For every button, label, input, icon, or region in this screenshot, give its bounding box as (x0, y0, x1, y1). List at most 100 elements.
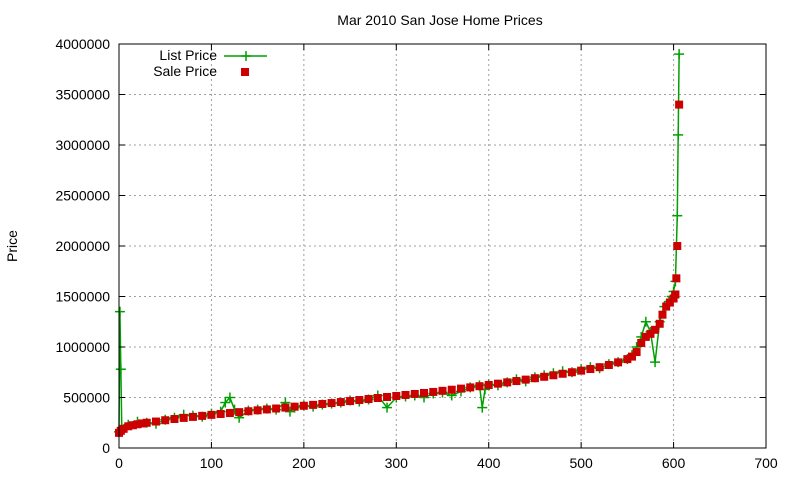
sale-price-point (658, 310, 667, 319)
sale-price-point (672, 274, 681, 283)
y-tick-label: 2000000 (55, 238, 110, 254)
y-tick-label: 3000000 (55, 137, 110, 153)
sale-price-point (655, 319, 664, 328)
sale-price-point (142, 418, 151, 427)
sale-price-point (235, 408, 244, 417)
list-price-point (477, 402, 488, 413)
x-tick-label: 200 (292, 455, 316, 471)
sale-price-point (336, 398, 345, 407)
y-tick-label: 1000000 (55, 339, 110, 355)
sale-price-point (225, 409, 234, 418)
sale-price-point (665, 298, 674, 307)
sale-price-point (604, 360, 613, 369)
sale-price-point (133, 420, 142, 429)
chart-title: Mar 2010 San Jose Home Prices (337, 12, 542, 28)
sale-price-point (355, 396, 364, 405)
sale-price-point (651, 325, 660, 334)
sale-price-point (623, 355, 632, 364)
sale-price-point (262, 405, 271, 414)
x-tick-label: 400 (477, 455, 501, 471)
sale-price-point (466, 383, 475, 392)
x-tick-label: 700 (754, 455, 778, 471)
sale-price-point (641, 332, 650, 341)
sale-price-point (318, 399, 327, 408)
sale-price-point (438, 386, 447, 395)
y-tick-label: 0 (102, 440, 110, 456)
sale-price-point (383, 392, 392, 401)
sale-price-point (586, 365, 595, 374)
y-tick-label: 2500000 (55, 188, 110, 204)
sale-price-point (281, 403, 290, 412)
sale-price-point (673, 242, 682, 250)
legend: List Price Sale Price (153, 47, 267, 79)
sale-price-point (124, 422, 133, 431)
sale-price-point (392, 391, 401, 400)
sale-price-point (456, 384, 465, 393)
list-price-point (674, 49, 685, 60)
tick-layer: 0 100 200 300 400 500 600 700 0 500000 1000000 1500… (55, 36, 777, 471)
x-tick-label: 600 (662, 455, 686, 471)
sale-price-point (161, 416, 170, 425)
sale-price-point (567, 368, 576, 377)
sale-price-point (447, 385, 456, 394)
sale-price-point (170, 415, 179, 424)
sale-price-point (179, 413, 188, 422)
sale-price-point (401, 390, 410, 399)
y-tick-label: 4000000 (55, 36, 110, 52)
legend-marker-list-price (241, 51, 251, 61)
sale-price-point (346, 397, 355, 406)
list-price-point (115, 364, 126, 375)
sale-price-point (549, 371, 558, 380)
sale-price-point (512, 377, 521, 386)
list-price-point (640, 316, 651, 327)
list-price-point (382, 402, 393, 413)
sale-price-point (521, 375, 530, 384)
sale-price-point (484, 380, 493, 389)
list-price-point (224, 392, 235, 403)
sale-price-point (151, 417, 160, 426)
sale-price-point (475, 382, 484, 391)
list-price-point (672, 210, 683, 221)
list-price-point (114, 306, 125, 317)
sale-price-point (309, 400, 318, 409)
sale-price-point (244, 407, 253, 416)
sale-price-point (272, 404, 281, 413)
sale-price-point (290, 402, 299, 411)
sale-price-point (632, 348, 641, 357)
sale-price-point (410, 389, 419, 398)
sale-price-point (420, 388, 429, 397)
list-price-point (673, 129, 684, 140)
x-tick-label: 0 (115, 455, 123, 471)
sale-price-point (207, 410, 216, 419)
y-tick-label: 3500000 (55, 87, 110, 103)
list-price-line (118, 54, 680, 432)
sale-price-point (503, 378, 512, 387)
list-price-point (220, 397, 231, 408)
sale-price-point (669, 294, 678, 303)
sale-price-point (558, 369, 567, 378)
sale-price-point (493, 379, 502, 388)
sale-price-point (662, 302, 671, 311)
sale-price-point (299, 401, 308, 410)
sale-price-point (216, 409, 225, 418)
sale-price-point (577, 366, 586, 375)
sale-price-point (429, 387, 438, 396)
sale-price-point (530, 374, 539, 383)
sale-price-point (540, 372, 549, 381)
sale-price-point (614, 358, 623, 367)
sale-price-point (327, 399, 336, 408)
sale-price-point (595, 363, 604, 372)
sale-price-point (646, 329, 655, 338)
sale-price-point (253, 406, 262, 415)
data-layer (114, 49, 685, 437)
legend-label-sale-price: Sale Price (153, 63, 217, 79)
sale-price-point (671, 290, 680, 299)
sale-price-point (119, 424, 128, 433)
y-axis-title: Price (4, 230, 20, 262)
sale-price-point (138, 419, 147, 428)
sale-price-point (675, 100, 684, 109)
sale-price-point (637, 338, 646, 347)
legend-marker-sale-price (241, 68, 249, 76)
legend-label-list-price: List Price (159, 47, 217, 63)
